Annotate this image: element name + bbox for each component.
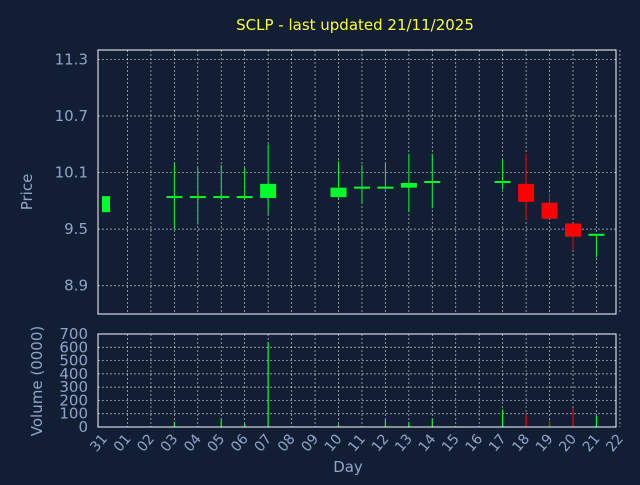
volume-tick-label: 400 — [59, 365, 88, 383]
price-tick-label: 10.1 — [55, 164, 88, 182]
candle-body — [541, 202, 558, 219]
candle-body — [518, 183, 535, 202]
price-tick-label: 9.5 — [64, 220, 88, 238]
x-tick-label: 12 — [369, 431, 393, 455]
candle-body — [400, 182, 417, 188]
x-tick-label: 02 — [134, 431, 158, 455]
price-axis-label: Price — [18, 174, 36, 211]
candle-body — [565, 223, 581, 237]
x-tick-label: 14 — [416, 431, 440, 455]
x-tick-label: 21 — [580, 431, 604, 455]
candle-body — [424, 181, 441, 183]
x-tick-label: 03 — [158, 431, 182, 455]
price-tick-label: 8.9 — [64, 277, 88, 295]
price-tick-label: 11.3 — [55, 50, 88, 68]
candle-body — [494, 181, 511, 183]
volume-axis-label: Volume (0000) — [28, 326, 46, 436]
candle-body — [166, 196, 183, 199]
volume-tick-label: 700 — [59, 325, 88, 343]
x-tick-label: 22 — [603, 431, 627, 455]
x-tick-label: 31 — [87, 431, 111, 455]
volume-tick-label: 0 — [78, 418, 88, 436]
volume-tick-label: 100 — [59, 405, 88, 423]
x-tick-label: 11 — [345, 431, 369, 455]
candle-body — [377, 186, 394, 189]
x-tick-label: 04 — [181, 431, 205, 455]
x-tick-label: 05 — [205, 431, 229, 455]
x-tick-label: 08 — [275, 431, 299, 455]
candle-body — [213, 196, 230, 199]
x-tick-label: 09 — [298, 431, 322, 455]
x-tick-label: 17 — [486, 431, 510, 455]
x-tick-label: 06 — [228, 431, 252, 455]
x-tick-label: 16 — [463, 431, 487, 455]
chart-title: SCLP - last updated 21/11/2025 — [236, 16, 474, 34]
x-tick-label: 10 — [322, 431, 346, 455]
x-tick-label: 01 — [111, 431, 135, 455]
volume-tick-label: 500 — [59, 352, 88, 370]
volume-plot-frame — [97, 333, 617, 428]
candle-body — [236, 196, 253, 199]
volume-tick-label: 200 — [59, 391, 88, 409]
price-tick-label: 10.7 — [55, 107, 88, 125]
candle-body — [102, 196, 110, 213]
volume-tick-label: 300 — [59, 378, 88, 396]
candle-body — [260, 183, 277, 199]
volume-tick-label: 600 — [59, 338, 88, 356]
x-tick-label: 19 — [533, 431, 557, 455]
day-axis-label: Day — [333, 458, 363, 476]
x-tick-label: 15 — [439, 431, 463, 455]
candle-body — [353, 186, 370, 189]
x-tick-label: 13 — [392, 431, 416, 455]
x-tick-label: 07 — [251, 431, 275, 455]
x-tick-label: 20 — [556, 431, 580, 455]
candle-body — [588, 233, 605, 236]
x-tick-label: 18 — [509, 431, 533, 455]
candle-body — [189, 196, 206, 199]
price-plot-frame — [97, 49, 617, 315]
candle-body — [330, 187, 347, 198]
